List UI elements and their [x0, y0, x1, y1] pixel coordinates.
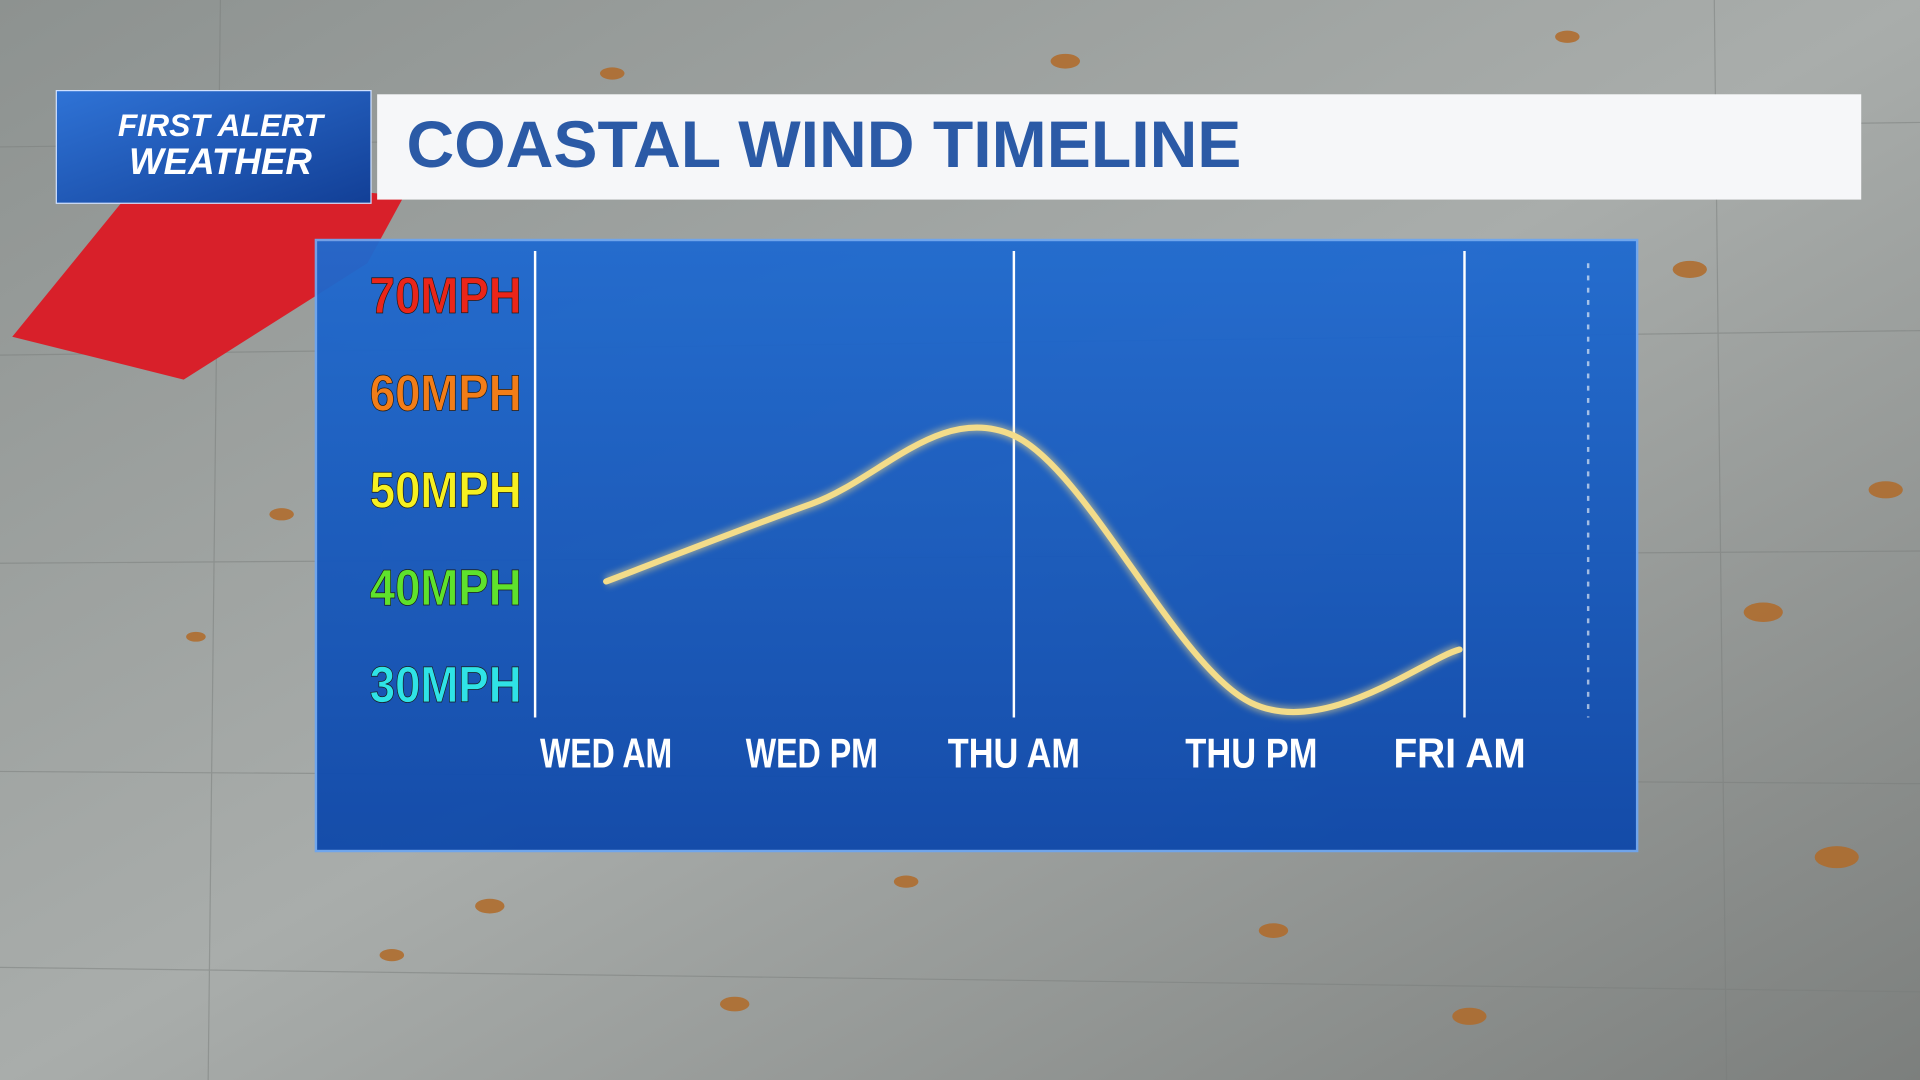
- y-tick-label: 50MPH: [370, 461, 522, 519]
- x-tick-label: THU AM: [948, 730, 1080, 777]
- title-bar: [377, 94, 1862, 200]
- x-tick-label: THU PM: [1185, 730, 1317, 777]
- dividers: [533, 251, 1590, 718]
- chart-title: COASTAL WIND TIMELINE: [407, 108, 1242, 182]
- y-tick-label: 30MPH: [370, 655, 522, 713]
- logo-text: WEATHER: [129, 141, 312, 182]
- line: [603, 424, 1463, 716]
- logo-text: FIRST ALERT: [118, 107, 326, 143]
- y-tick-label: 40MPH: [370, 558, 522, 616]
- umbrella: [12, 171, 405, 380]
- x-tick-label: FRI AM: [1393, 730, 1525, 777]
- leaves: [186, 30, 1903, 1025]
- y-tick-label: 60MPH: [370, 363, 522, 421]
- y-tick-label: 70MPH: [370, 266, 522, 324]
- x-tick-label: WED AM: [540, 730, 672, 777]
- logo-box: [55, 90, 372, 204]
- plot: 30MPH 40MPH 50MPH 60MPH 70MPH WED AM WED PM THU…: [369, 266, 1525, 777]
- x-tick-label: WED PM: [746, 730, 878, 777]
